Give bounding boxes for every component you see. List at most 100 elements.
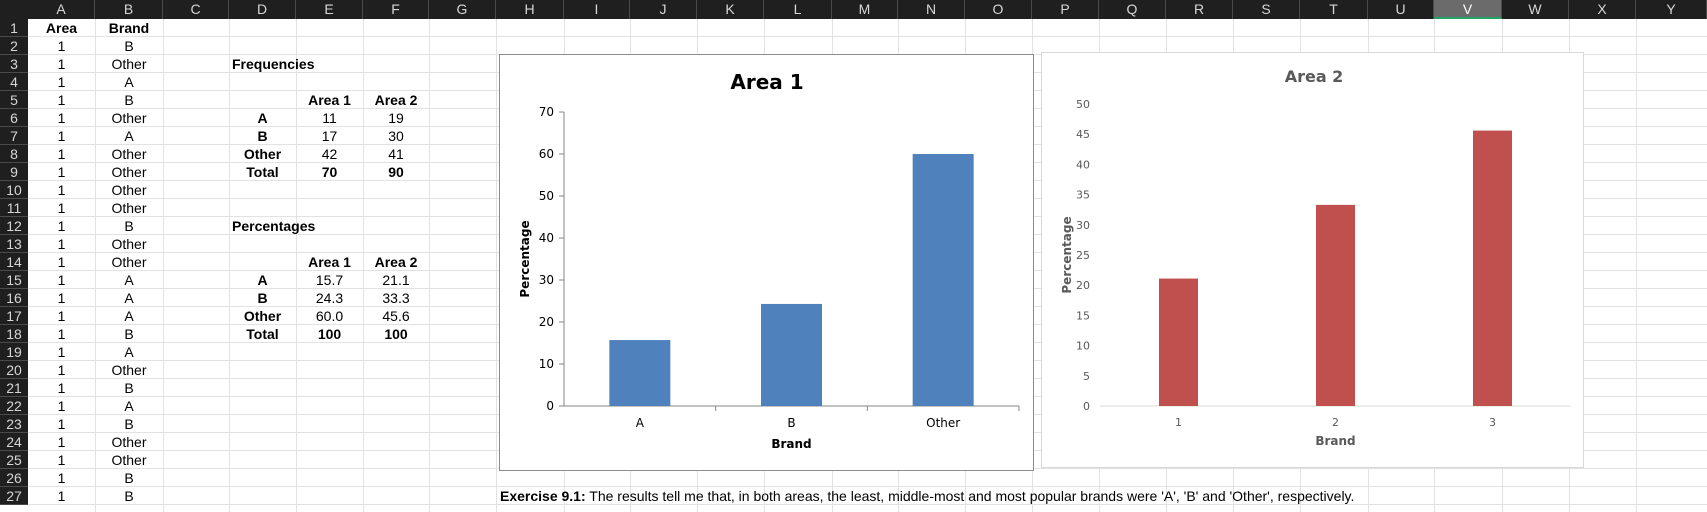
column-header-h[interactable]: H <box>496 0 564 19</box>
area-cell[interactable]: 1 <box>57 344 66 360</box>
brand-cell[interactable]: Other <box>111 236 147 252</box>
brand-cell[interactable]: A <box>124 272 134 288</box>
row-header-23[interactable]: 23 <box>0 415 28 433</box>
row-header-7[interactable]: 7 <box>0 127 28 145</box>
percentages-row-label[interactable]: B <box>257 290 268 306</box>
row-header-13[interactable]: 13 <box>0 235 28 253</box>
row-header-10[interactable]: 10 <box>0 181 28 199</box>
row-header-11[interactable]: 11 <box>0 199 28 217</box>
row-header-25[interactable]: 25 <box>0 451 28 469</box>
area-cell[interactable]: 1 <box>57 236 66 252</box>
row-header-18[interactable]: 18 <box>0 325 28 343</box>
area-cell[interactable]: 1 <box>57 128 66 144</box>
brand-cell[interactable]: Other <box>111 146 147 162</box>
percentages-row-label[interactable]: Other <box>243 308 282 324</box>
area-cell[interactable]: 1 <box>57 272 66 288</box>
row-header-22[interactable]: 22 <box>0 397 28 415</box>
area-cell[interactable]: 1 <box>57 326 66 342</box>
area-cell[interactable]: 1 <box>57 38 66 54</box>
chart-area-1[interactable]: Area 1 0 10 20 30 40 50 60 70 A B Other Brand Percent… <box>499 54 1034 471</box>
column-header-s[interactable]: S <box>1233 0 1300 19</box>
row-header-2[interactable]: 2 <box>0 37 28 55</box>
column-header-e[interactable]: E <box>296 0 363 19</box>
area-cell[interactable]: 1 <box>57 74 66 90</box>
area-cell[interactable]: 1 <box>57 362 66 378</box>
percentages-area2-value[interactable]: 21.1 <box>382 272 410 288</box>
brand-cell[interactable]: A <box>124 74 134 90</box>
area-cell[interactable]: 1 <box>57 92 66 108</box>
frequencies-title-cell[interactable]: Frequencies <box>232 56 315 72</box>
header-brand-cell[interactable]: Brand <box>108 20 150 36</box>
brand-cell[interactable]: B <box>124 326 134 342</box>
column-header-r[interactable]: R <box>1166 0 1233 19</box>
area-cell[interactable]: 1 <box>57 182 66 198</box>
percentages-area2-value[interactable]: 45.6 <box>382 308 410 324</box>
brand-cell[interactable]: Other <box>111 452 147 468</box>
brand-cell[interactable]: Other <box>111 110 147 126</box>
frequencies-area1-value[interactable]: 70 <box>321 164 338 180</box>
column-header-p[interactable]: P <box>1032 0 1099 19</box>
brand-cell[interactable]: Other <box>111 56 147 72</box>
frequencies-area2-value[interactable]: 30 <box>388 128 404 144</box>
column-header-d[interactable]: D <box>229 0 296 19</box>
area-cell[interactable]: 1 <box>57 290 66 306</box>
brand-cell[interactable]: A <box>124 290 134 306</box>
brand-cell[interactable]: A <box>124 308 134 324</box>
column-header-x[interactable]: X <box>1569 0 1636 19</box>
percentages-header-area1[interactable]: Area 1 <box>308 254 351 270</box>
area-cell[interactable]: 1 <box>57 398 66 414</box>
brand-cell[interactable]: A <box>124 398 134 414</box>
exercise-note[interactable]: Exercise 9.1: The results tell me that, … <box>500 487 1354 505</box>
column-header-n[interactable]: N <box>898 0 965 19</box>
area-cell[interactable]: 1 <box>57 470 66 486</box>
brand-cell[interactable]: B <box>124 488 134 504</box>
row-header-6[interactable]: 6 <box>0 109 28 127</box>
row-header-27[interactable]: 27 <box>0 487 28 505</box>
row-header-21[interactable]: 21 <box>0 379 28 397</box>
row-header-26[interactable]: 26 <box>0 469 28 487</box>
frequencies-row-label[interactable]: Other <box>243 146 282 162</box>
frequencies-row-label[interactable]: Total <box>246 164 279 180</box>
column-header-y[interactable]: Y <box>1636 0 1707 19</box>
area-cell[interactable]: 1 <box>57 416 66 432</box>
column-header-f[interactable]: F <box>363 0 429 19</box>
row-header-15[interactable]: 15 <box>0 271 28 289</box>
header-area-cell[interactable]: Area <box>45 20 78 36</box>
row-header-24[interactable]: 24 <box>0 433 28 451</box>
area-cell[interactable]: 1 <box>57 452 66 468</box>
area-cell[interactable]: 1 <box>57 380 66 396</box>
percentages-area1-value[interactable]: 60.0 <box>315 308 344 324</box>
column-header-j[interactable]: J <box>630 0 697 19</box>
column-header-k[interactable]: K <box>697 0 764 19</box>
chart-area-2[interactable]: Area 2 0 5 10 15 20 25 30 35 40 45 50 1 2 3 Brand Percen… <box>1041 52 1584 468</box>
column-header-q[interactable]: Q <box>1099 0 1166 19</box>
area-cell[interactable]: 1 <box>57 218 66 234</box>
row-header-14[interactable]: 14 <box>0 253 28 271</box>
frequencies-area1-value[interactable]: 17 <box>321 128 338 144</box>
area-cell[interactable]: 1 <box>57 146 66 162</box>
frequencies-area2-value[interactable]: 90 <box>388 164 404 180</box>
brand-cell[interactable]: A <box>124 344 134 360</box>
column-header-l[interactable]: L <box>764 0 832 19</box>
row-header-9[interactable]: 9 <box>0 163 28 181</box>
column-header-u[interactable]: U <box>1368 0 1434 19</box>
row-header-20[interactable]: 20 <box>0 361 28 379</box>
brand-cell[interactable]: Other <box>111 254 147 270</box>
area-cell[interactable]: 1 <box>57 434 66 450</box>
area-cell[interactable]: 1 <box>57 308 66 324</box>
row-header-12[interactable]: 12 <box>0 217 28 235</box>
brand-cell[interactable]: Other <box>111 164 147 180</box>
column-header-g[interactable]: G <box>429 0 496 19</box>
percentages-header-area2[interactable]: Area 2 <box>374 254 418 270</box>
column-header-o[interactable]: O <box>965 0 1032 19</box>
brand-cell[interactable]: Other <box>111 362 147 378</box>
brand-cell[interactable]: Other <box>111 434 147 450</box>
frequencies-row-label[interactable]: B <box>257 128 268 144</box>
frequencies-area2-value[interactable]: 19 <box>388 110 404 126</box>
row-header-16[interactable]: 16 <box>0 289 28 307</box>
area-cell[interactable]: 1 <box>57 56 66 72</box>
column-header-w[interactable]: W <box>1502 0 1569 19</box>
percentages-area1-value[interactable]: 15.7 <box>315 272 344 288</box>
percentages-area2-value[interactable]: 33.3 <box>382 290 410 306</box>
